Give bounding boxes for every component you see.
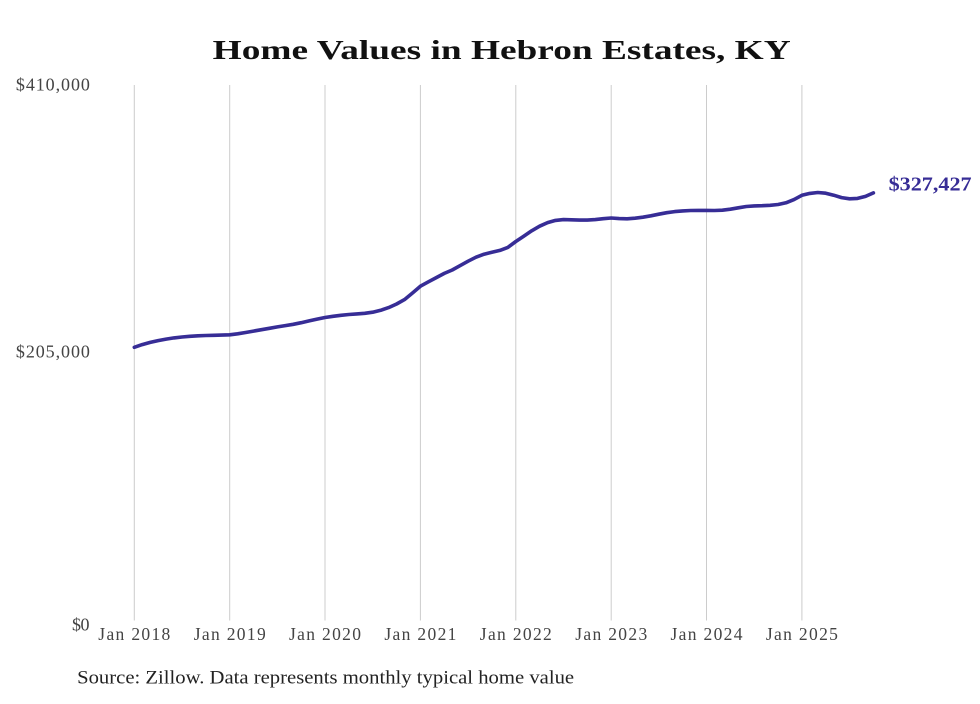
svg-text:Jan 2024: Jan 2024 [671, 624, 743, 644]
svg-text:$327,427: $327,427 [889, 175, 972, 196]
svg-text:Jan 2020: Jan 2020 [289, 624, 361, 644]
svg-text:Jan 2018: Jan 2018 [98, 624, 170, 644]
svg-text:Jan 2021: Jan 2021 [384, 624, 456, 644]
svg-text:$205,000: $205,000 [16, 342, 90, 362]
svg-text:$0: $0 [72, 615, 90, 635]
svg-text:Jan 2023: Jan 2023 [575, 624, 647, 644]
svg-text:Jan 2025: Jan 2025 [766, 624, 838, 644]
svg-text:Jan 2022: Jan 2022 [480, 624, 552, 644]
svg-text:$410,000: $410,000 [16, 75, 90, 95]
svg-text:Jan 2019: Jan 2019 [194, 624, 266, 644]
svg-text:Source: Zillow. Data represent: Source: Zillow. Data represents monthly … [77, 669, 574, 689]
svg-text:Home Values in Hebron Estates,: Home Values in Hebron Estates, KY [213, 34, 791, 65]
